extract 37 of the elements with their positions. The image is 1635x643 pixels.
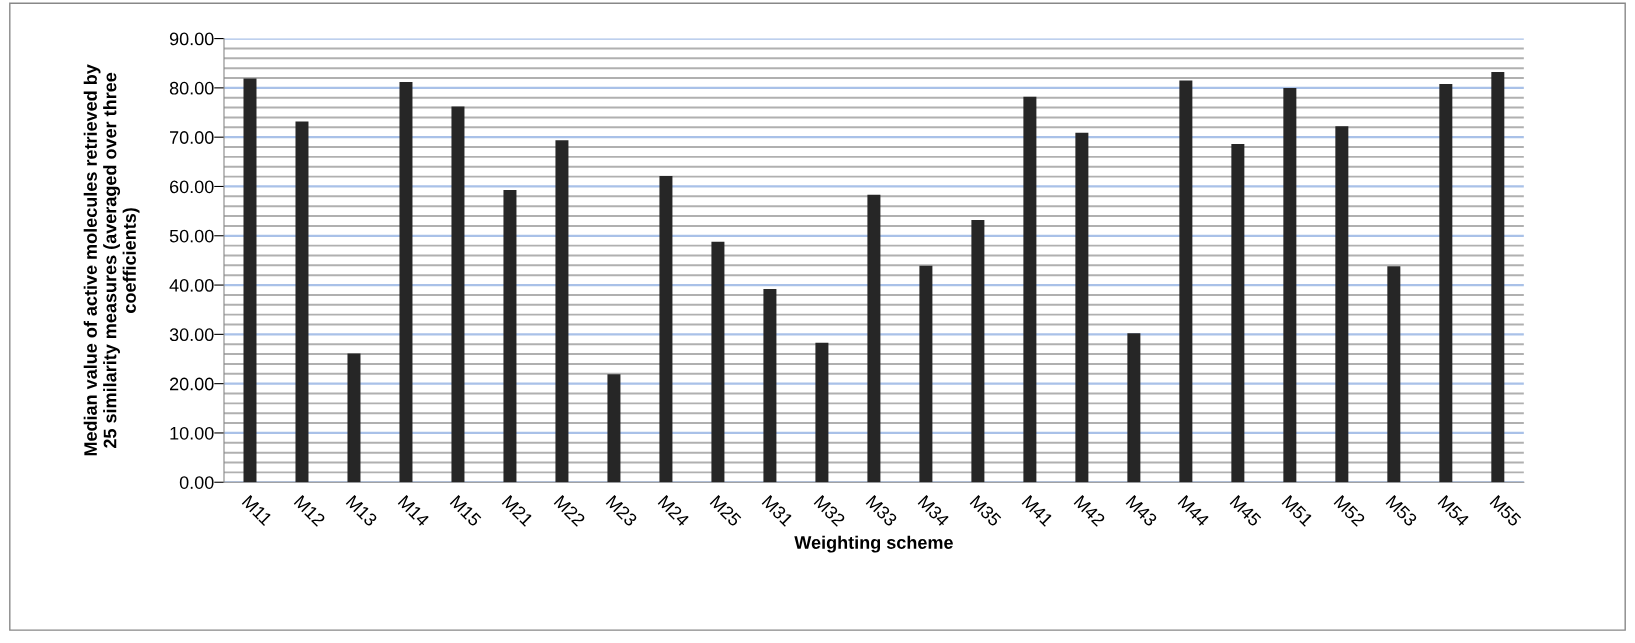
bar [1491, 72, 1505, 483]
bar [555, 140, 569, 483]
y-axis-title: Median value of active molecules retrieved by 25 similarity measures (averaged over three coefficients) [83, 64, 140, 456]
bar [1075, 132, 1089, 483]
bar [399, 81, 413, 483]
bar [1023, 96, 1037, 483]
y-tick-label: 0.00 [179, 476, 214, 489]
bar [1387, 266, 1401, 483]
bar [1179, 80, 1193, 483]
bar [971, 219, 985, 483]
bar [867, 194, 881, 483]
bar [503, 189, 517, 483]
bar [711, 241, 725, 483]
bar [451, 106, 465, 483]
bar [1127, 333, 1141, 483]
bar [295, 121, 309, 483]
y-tick-label: 20.00 [170, 377, 214, 391]
y-tick-label: 90.00 [169, 32, 214, 46]
x-axis-title: Weighting scheme [794, 535, 953, 553]
y-tick-label: 70.00 [170, 131, 214, 144]
y-tick-label: 60.00 [170, 180, 214, 194]
bar [659, 176, 673, 483]
y-tick-label: 80.00 [169, 81, 214, 95]
y-tick-label: 40.00 [169, 279, 214, 292]
bar [815, 342, 829, 483]
bar [1335, 126, 1349, 483]
bar [1231, 144, 1245, 483]
bar [919, 265, 933, 483]
bar [763, 289, 777, 483]
bar [243, 78, 257, 483]
y-tick-label: 50.00 [169, 229, 214, 243]
bar [347, 353, 361, 483]
y-tick-label: 10.00 [170, 426, 214, 440]
y-tick-label: 30.00 [169, 328, 214, 342]
bar [607, 374, 621, 483]
bar [1439, 83, 1453, 483]
bar [1283, 87, 1297, 483]
